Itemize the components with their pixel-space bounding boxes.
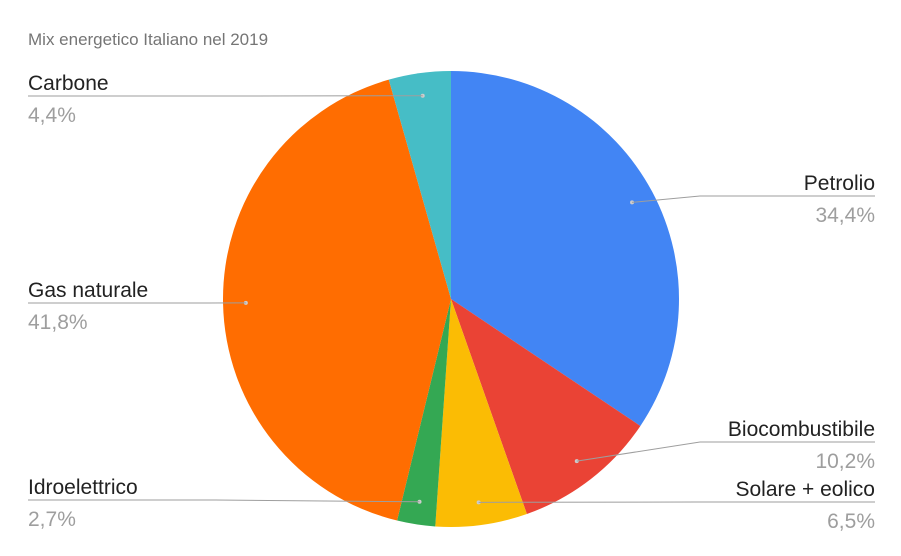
label-name-biocombustibile: Biocombustibile — [728, 418, 875, 441]
label-value-idroelettrico: 2,7% — [28, 508, 76, 531]
chart-title: Mix energetico Italiano nel 2019 — [28, 30, 269, 49]
slice-labels: Petrolio 34,4% Biocombustibile 10,2% Solare … — [28, 72, 875, 533]
label-name-solare-eolico: Solare + eolico — [735, 478, 875, 501]
leader-line-biocombustibile — [576, 441, 875, 462]
label-value-solare-eolico: 6,5% — [827, 510, 875, 533]
slice-idroelettrico[interactable] — [397, 299, 451, 527]
slice-petrolio[interactable] — [451, 71, 679, 426]
slice-carbone[interactable] — [388, 71, 451, 299]
label-value-carbone: 4,4% — [28, 104, 76, 127]
slice-solare-eolico[interactable] — [435, 299, 527, 527]
leader-line-idroelettrico — [28, 499, 420, 503]
label-name-idroelettrico: Idroelettrico — [28, 476, 138, 499]
label-name-gas-naturale: Gas naturale — [28, 279, 148, 302]
label-name-carbone: Carbone — [28, 72, 109, 95]
label-name-petrolio: Petrolio — [804, 172, 875, 195]
pie-slices — [223, 71, 679, 527]
label-value-petrolio: 34,4% — [815, 204, 875, 227]
leader-lines — [28, 93, 875, 505]
slice-gas-naturale[interactable] — [223, 79, 451, 521]
label-value-gas-naturale: 41,8% — [28, 311, 88, 334]
slice-biocombustibile[interactable] — [451, 299, 641, 515]
label-value-biocombustibile: 10,2% — [815, 450, 875, 473]
leader-line-petrolio — [631, 195, 875, 203]
